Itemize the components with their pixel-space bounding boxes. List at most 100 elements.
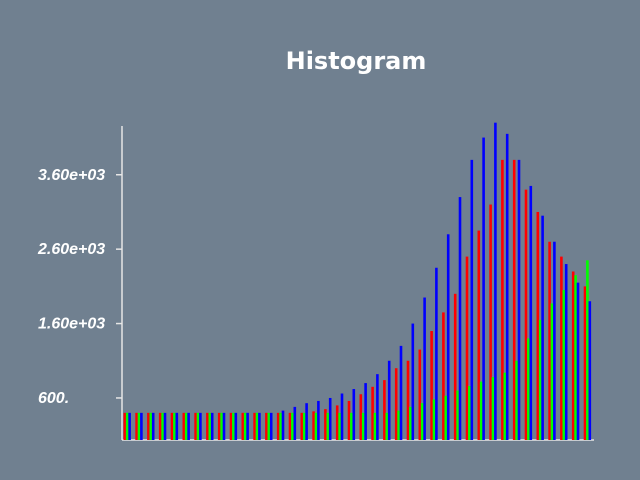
histogram-bar: [512, 159, 516, 440]
histogram-bar: [456, 390, 459, 440]
histogram-bar: [293, 406, 297, 440]
histogram-bar: [196, 412, 200, 440]
histogram-bar: [220, 412, 223, 440]
histogram-bar: [468, 386, 471, 440]
histogram-bar: [147, 412, 150, 440]
chart-title: Histogram: [286, 47, 427, 75]
histogram-bar: [524, 189, 528, 440]
histogram-bar: [210, 412, 214, 440]
histogram-bar: [184, 412, 188, 440]
histogram-bar: [326, 412, 330, 440]
histogram-bar: [267, 412, 271, 440]
histogram-bar: [255, 412, 259, 440]
histogram-bar: [553, 241, 556, 440]
histogram-bar: [491, 377, 495, 440]
histogram-bar: [338, 412, 341, 440]
histogram-bar: [548, 241, 551, 440]
histogram-bar: [206, 412, 209, 440]
histogram-bar: [576, 282, 580, 440]
histogram-bar: [161, 412, 164, 440]
histogram-bar: [432, 399, 436, 440]
histogram-bar: [574, 275, 577, 440]
histogram-bar: [128, 412, 131, 440]
histogram-bar: [135, 412, 138, 440]
histogram-bar: [222, 412, 226, 440]
histogram-bar: [170, 412, 174, 440]
histogram-bar: [234, 412, 238, 440]
histogram-bar: [571, 271, 575, 440]
histogram-bar: [371, 386, 374, 440]
histogram-bar: [458, 197, 462, 440]
histogram-bar: [123, 412, 127, 440]
histogram-bar: [125, 412, 129, 440]
histogram-bar: [564, 264, 568, 440]
histogram-bar: [324, 409, 327, 440]
histogram-bar: [385, 412, 389, 440]
histogram-bar: [418, 349, 422, 440]
histogram-bar: [453, 293, 457, 440]
histogram-bar: [279, 412, 282, 440]
histogram-bar: [312, 411, 315, 440]
histogram-bar: [352, 389, 356, 440]
histogram-bar: [208, 412, 212, 440]
histogram-bar: [442, 312, 445, 440]
histogram-bar: [217, 412, 221, 440]
histogram-bar: [477, 230, 481, 440]
histogram-bar: [258, 412, 261, 440]
histogram-bar: [588, 301, 592, 440]
histogram-bar: [529, 185, 533, 440]
histogram-bar: [151, 412, 155, 440]
histogram-bar: [187, 412, 190, 440]
histogram-bar: [423, 297, 426, 440]
bars-group: [123, 122, 592, 441]
histogram-bar: [505, 133, 509, 440]
histogram-bar: [305, 403, 308, 440]
histogram-bar: [399, 345, 403, 440]
y-tick-label: 3.60e+03: [38, 167, 105, 184]
histogram-bar: [479, 381, 483, 440]
histogram-bar: [444, 395, 448, 440]
histogram-bar: [359, 394, 363, 440]
histogram-bar: [317, 400, 320, 440]
y-tick-label: 2.60e+03: [37, 241, 105, 258]
histogram-bar: [241, 412, 245, 440]
histogram-bar: [194, 412, 197, 440]
histogram-bar: [503, 372, 507, 440]
histogram-bar: [253, 412, 256, 440]
histogram-bar: [541, 215, 544, 440]
histogram-bar: [328, 397, 332, 440]
histogram-bar: [383, 380, 386, 440]
histogram-bar: [265, 412, 268, 440]
histogram-bar: [361, 412, 365, 440]
histogram-bar: [409, 406, 412, 440]
histogram-bar: [163, 412, 167, 440]
histogram-bar: [347, 400, 351, 440]
histogram-bar: [232, 412, 235, 440]
histogram-bar: [465, 256, 469, 440]
histogram-bar: [140, 412, 143, 440]
histogram-bar: [583, 286, 587, 440]
histogram-bar: [340, 393, 344, 440]
histogram-bar: [281, 410, 285, 440]
histogram-bar: [562, 290, 566, 440]
histogram-bar: [302, 412, 306, 440]
histogram-bar: [158, 412, 162, 440]
histogram-bar: [538, 319, 542, 440]
histogram-bar: [182, 412, 186, 440]
histogram-bar: [430, 331, 433, 440]
histogram-bar: [269, 412, 273, 440]
histogram-bar: [137, 412, 141, 440]
histogram-bar: [515, 360, 518, 440]
histogram-bar: [560, 256, 563, 440]
histogram-bar: [229, 412, 233, 440]
histogram-bar: [243, 412, 247, 440]
y-tick-label: 1.60e+03: [38, 316, 105, 333]
histogram-bar: [397, 410, 400, 440]
histogram-bar: [420, 403, 424, 440]
histogram-bar: [446, 234, 450, 440]
histogram-bar: [550, 303, 554, 440]
histogram-bar: [173, 412, 176, 440]
histogram-bar: [376, 374, 379, 440]
histogram-bar: [149, 412, 153, 440]
